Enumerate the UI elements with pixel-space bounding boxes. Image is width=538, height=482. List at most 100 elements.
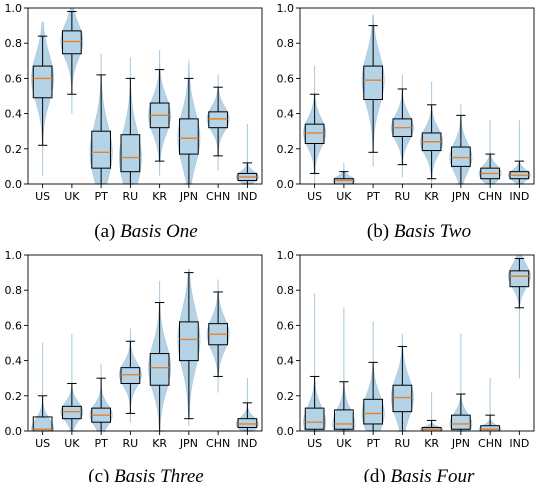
x-tick-label-ind: IND — [509, 190, 529, 203]
x-tick-label-pt: PT — [366, 190, 380, 203]
violin-uk — [332, 307, 356, 432]
panel-3: 0.0 0.2 0.4 0.6 0.8 1.0 US UK PT RU KR JPN CHN IND (c)… — [5, 249, 263, 482]
x-tick-label-pt: PT — [366, 437, 380, 450]
y-tick-label: 0.4 — [5, 355, 23, 368]
violin-chn — [206, 74, 230, 171]
violin-kr — [148, 49, 172, 176]
x-tick-label-pt: PT — [94, 190, 108, 203]
caption-prefix: (b) — [367, 221, 394, 242]
y-tick-label: 0.6 — [277, 72, 295, 85]
caption-title: Basis Two — [394, 221, 471, 242]
box-pt — [91, 130, 111, 169]
plot-frame — [27, 7, 263, 185]
box-uk — [62, 405, 82, 420]
x-tick-label-uk: UK — [64, 437, 80, 450]
panel-4: 0.0 0.2 0.4 0.6 0.8 1.0 US UK PT RU KR JPN CHN IND (d)… — [277, 249, 535, 482]
violin-us — [31, 342, 55, 432]
y-tick-label: 0.4 — [5, 108, 23, 121]
violin-chn — [478, 120, 502, 185]
caption-prefix: (a) — [94, 221, 120, 242]
violin-jpn — [449, 333, 473, 432]
box-ru — [120, 367, 141, 384]
box-kr — [149, 353, 170, 386]
y-tick-label: 0.0 — [5, 178, 23, 191]
caption-title: Basis Four — [390, 466, 475, 482]
y-tick-label: 0.2 — [5, 390, 23, 403]
box-us — [304, 123, 325, 145]
y-tick-label: 0.8 — [5, 37, 23, 50]
box-jpn — [451, 414, 471, 430]
violin-ind — [507, 254, 531, 379]
x-tick-label-uk: UK — [336, 190, 352, 203]
panel-caption: (c) Basis Three — [88, 466, 203, 482]
box-us — [304, 407, 325, 430]
x-tick-label-jpn: JPN — [451, 437, 470, 450]
panel-2: 0.0 0.2 0.4 0.6 0.8 1.0 US UK PT RU KR JPN CHN IND (b)… — [277, 2, 535, 242]
y-tick-label: 0.8 — [5, 284, 23, 297]
box-chn — [208, 111, 228, 129]
violin-chn — [206, 279, 230, 393]
violin-jpn — [177, 268, 201, 427]
x-tick-label-ind: IND — [237, 190, 257, 203]
box-uk — [334, 409, 354, 430]
x-tick-label-us: US — [307, 437, 322, 450]
x-tick-label-ind: IND — [237, 437, 257, 450]
plot-frame — [27, 254, 263, 432]
violin-ru — [118, 328, 142, 423]
panel-caption: (b) Basis Two — [367, 221, 471, 242]
x-tick-label-chn: CHN — [478, 437, 502, 450]
y-tick-label: 1.0 — [277, 2, 295, 15]
violin-chn — [478, 377, 502, 432]
x-tick-label-ind: IND — [509, 437, 529, 450]
x-tick-label-ru: RU — [123, 190, 139, 203]
x-tick-label-kr: KR — [424, 190, 439, 203]
x-tick-label-ru: RU — [395, 437, 411, 450]
x-tick-label-us: US — [35, 190, 50, 203]
caption-prefix: (d) — [364, 466, 391, 482]
box-us — [32, 65, 53, 99]
box-jpn — [179, 118, 199, 155]
violin-ru — [390, 74, 414, 178]
y-tick-label: 0.6 — [5, 72, 23, 85]
y-tick-label: 0.0 — [5, 425, 23, 438]
x-tick-label-pt: PT — [94, 437, 108, 450]
y-tick-label: 0.2 — [277, 390, 295, 403]
y-tick-label: 1.0 — [277, 249, 295, 262]
box-pt — [363, 398, 383, 425]
x-tick-label-kr: KR — [152, 437, 167, 450]
y-tick-label: 0.6 — [5, 319, 23, 332]
x-tick-label-uk: UK — [64, 190, 80, 203]
violin-uk — [60, 333, 84, 432]
x-tick-label-uk: UK — [336, 437, 352, 450]
box-jpn — [451, 146, 471, 167]
box-ru — [392, 384, 413, 413]
box-ind — [237, 418, 258, 428]
x-tick-label-ru: RU — [123, 437, 139, 450]
x-tick-label-chn: CHN — [206, 437, 230, 450]
violin-kr — [420, 391, 444, 432]
y-tick-label: 0.8 — [277, 284, 295, 297]
y-tick-label: 0.4 — [277, 108, 295, 121]
y-tick-label: 1.0 — [5, 2, 23, 15]
x-tick-label-jpn: JPN — [179, 190, 198, 203]
x-tick-label-kr: KR — [152, 190, 167, 203]
y-tick-label: 0.0 — [277, 178, 295, 191]
violin-ind — [235, 123, 259, 185]
violin-jpn — [177, 60, 201, 185]
plot-frame — [299, 7, 535, 185]
box-ind — [509, 270, 530, 288]
caption-title: Basis Three — [114, 466, 204, 482]
y-tick-label: 0.4 — [277, 355, 295, 368]
y-tick-label: 0.2 — [277, 143, 295, 156]
plot-frame — [299, 254, 535, 432]
violin-pt — [361, 14, 385, 167]
y-tick-label: 0.0 — [277, 425, 295, 438]
violin-us — [303, 65, 327, 185]
y-tick-label: 0.8 — [277, 37, 295, 50]
x-tick-label-jpn: JPN — [451, 190, 470, 203]
box-uk — [62, 30, 82, 55]
panel-1: 0.0 0.2 0.4 0.6 0.8 1.0 US UK PT RU KR JPN CHN IND (a)… — [5, 2, 263, 242]
y-tick-label: 0.6 — [277, 319, 295, 332]
x-tick-label-us: US — [35, 437, 50, 450]
x-tick-label-us: US — [307, 190, 322, 203]
